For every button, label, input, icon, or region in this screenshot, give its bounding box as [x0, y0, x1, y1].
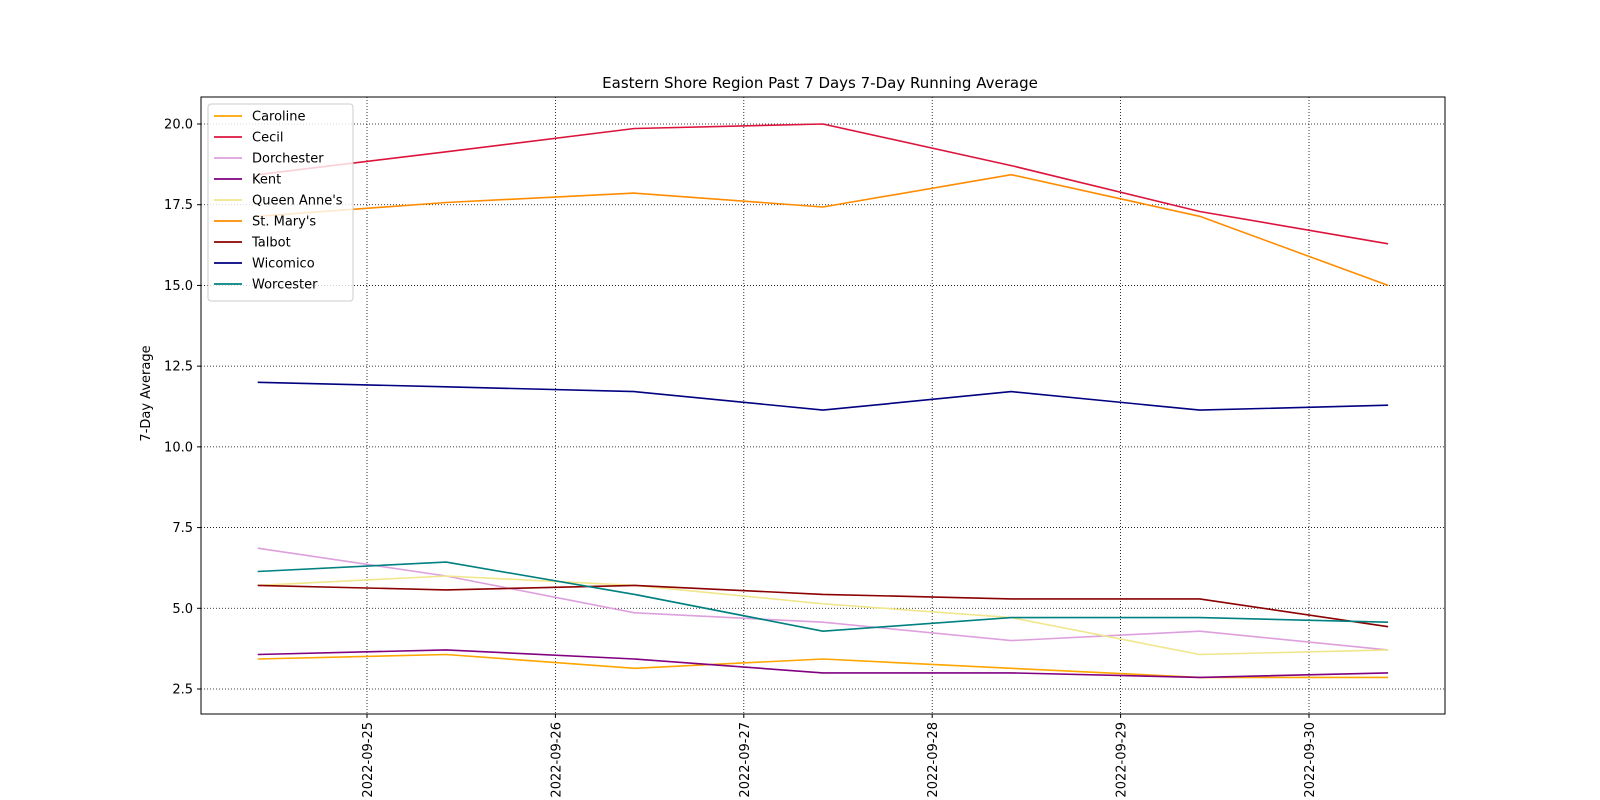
legend-entry-label: Caroline [252, 110, 306, 125]
y-tick-label: 7.5 [172, 521, 193, 536]
legend-entry-label: Kent [252, 173, 281, 188]
series-line-worcester [257, 561, 1389, 633]
legend-entry-label: Worcester [252, 278, 318, 293]
gridlines [201, 97, 1445, 714]
x-tick-label: 2022-09-30 [1303, 722, 1318, 798]
axis-ticks: 2.5 5.0 7.5 10.0 12.5 15.0 17.5 20.0 2022-09-25 2… [164, 118, 1318, 798]
series-line-st-mary-s [257, 173, 1389, 287]
y-tick-label: 20.0 [164, 118, 193, 133]
x-tick-label: 2022-09-27 [738, 722, 753, 798]
y-tick-label: 5.0 [172, 602, 193, 617]
series-line-talbot [257, 584, 1389, 628]
x-tick-label: 2022-09-25 [361, 722, 376, 798]
series-lines [257, 123, 1389, 679]
y-tick-label: 12.5 [164, 360, 193, 375]
legend-entry-label: Dorchester [252, 152, 324, 167]
plot-area-frame [200, 96, 1446, 715]
y-tick-label: 10.0 [164, 440, 193, 455]
x-tick-label: 2022-09-29 [1115, 722, 1130, 798]
legend: Caroline Cecil Dorchester Kent Queen Anne's S… [207, 103, 354, 302]
series-line-cecil [257, 123, 1389, 245]
legend-entry-label: Talbot [251, 236, 291, 251]
legend-entry-label: Cecil [252, 131, 283, 146]
x-tick-label: 2022-09-26 [549, 722, 564, 798]
legend-entry-label: Queen Anne's [252, 194, 343, 209]
series-line-queen-anne-s [257, 575, 1389, 656]
x-tick-label: 2022-09-28 [926, 722, 941, 798]
legend-box [207, 103, 354, 302]
y-tick-label: 15.0 [164, 279, 193, 294]
y-tick-label: 17.5 [164, 198, 193, 213]
series-line-kent [257, 649, 1389, 679]
series-line-wicomico [257, 381, 1389, 411]
legend-entry-label: St. Mary's [252, 215, 316, 230]
chart-title: Eastern Shore Region Past 7 Days 7-Day R… [602, 74, 1038, 92]
legend-entry-label: Wicomico [252, 257, 315, 272]
y-tick-label: 2.5 [172, 683, 193, 698]
y-axis-label: 7-Day Average [139, 345, 154, 441]
